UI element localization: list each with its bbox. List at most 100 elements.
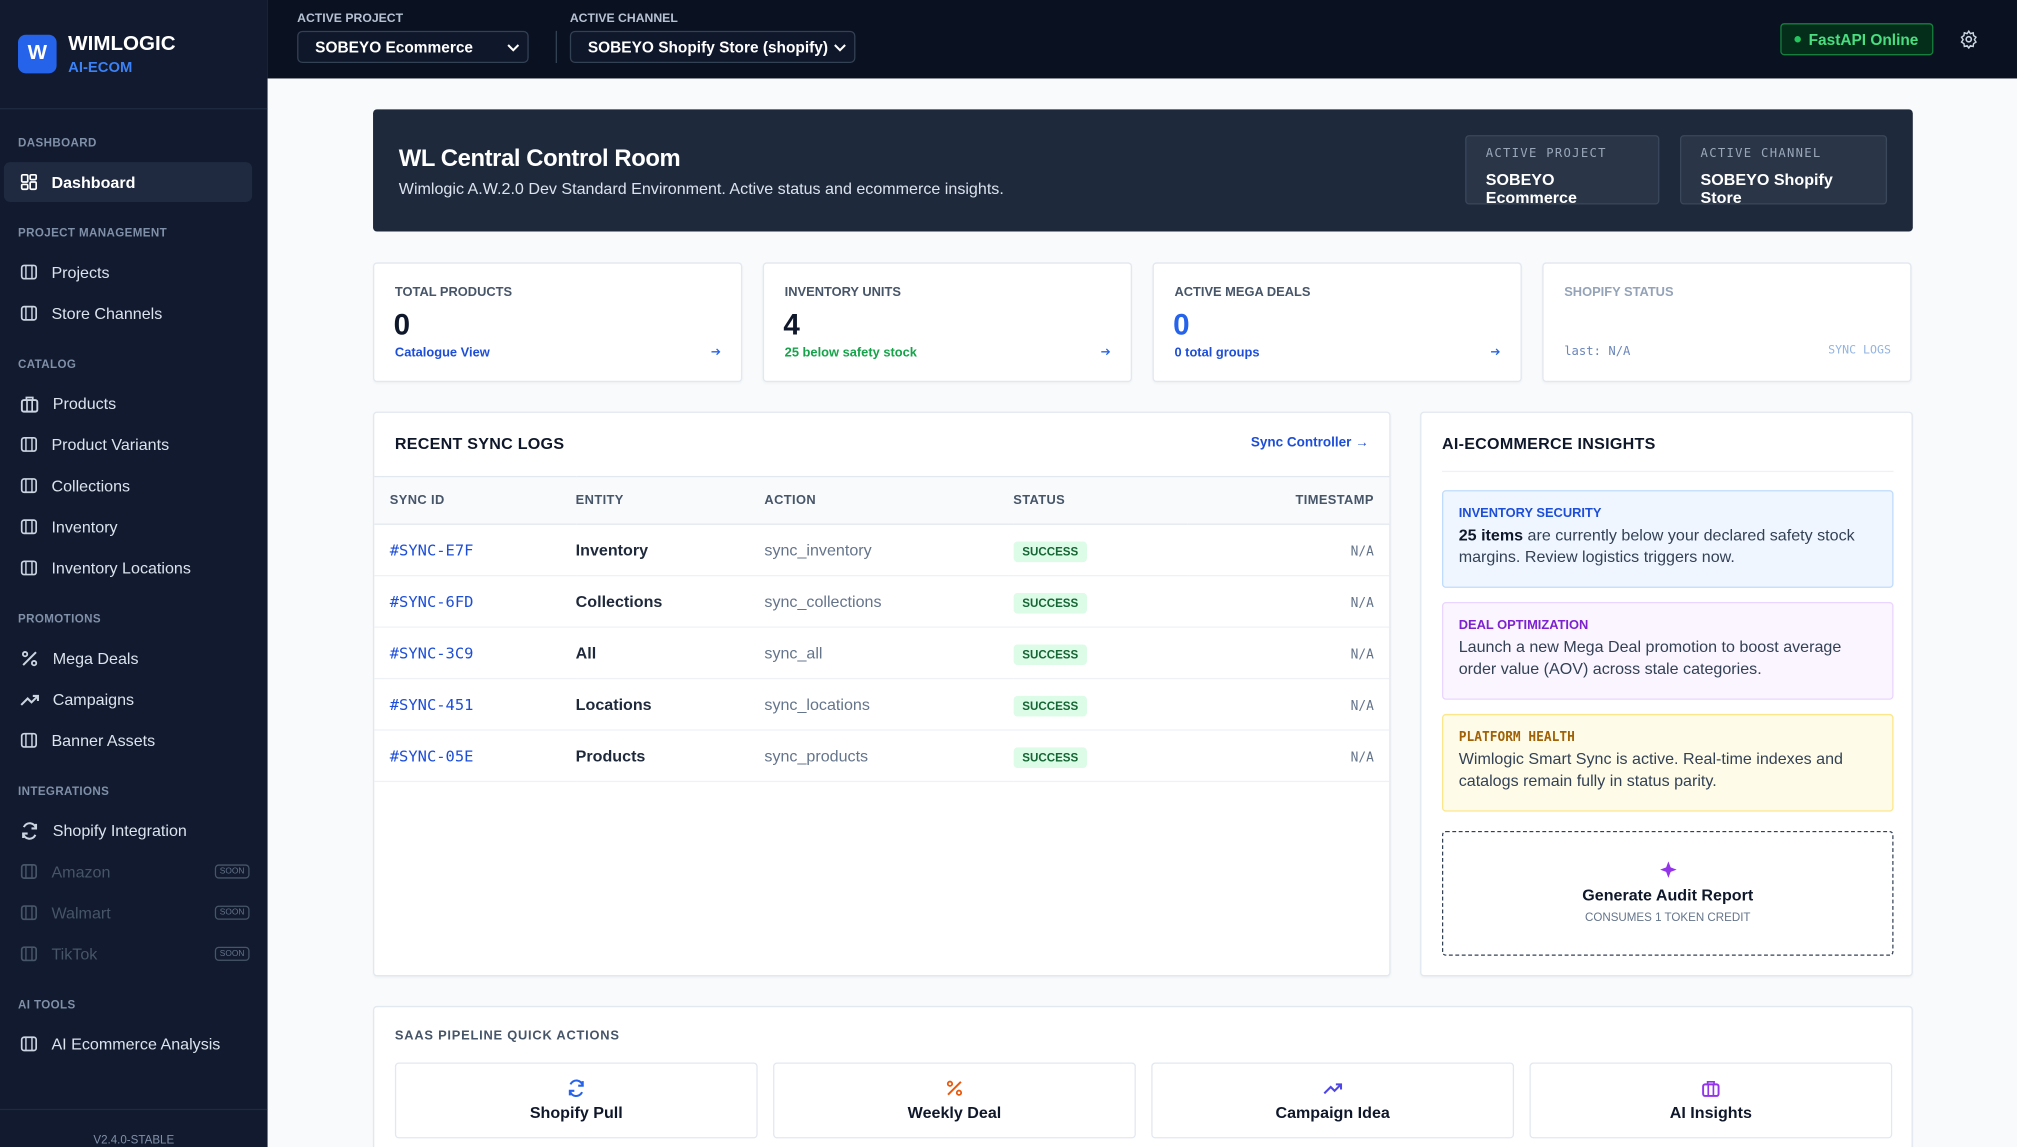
sync-id[interactable]: #SYNC-451 bbox=[389, 695, 474, 714]
nav-item[interactable]: Inventory bbox=[4, 507, 252, 547]
stat-card[interactable]: SHOPIFY STATUS last: N/A SYNC LOGS bbox=[1542, 262, 1912, 383]
table-cell: sync_all bbox=[764, 627, 1014, 680]
table-cell: N/A bbox=[1187, 524, 1390, 577]
table-cell: Inventory bbox=[575, 524, 765, 577]
nav-item[interactable]: TikTok SOON bbox=[4, 934, 252, 974]
nav-label: Inventory Locations bbox=[51, 558, 191, 577]
column-header: STATUS bbox=[1013, 475, 1188, 525]
nav-label: Collections bbox=[51, 476, 131, 495]
stat-value: 4 bbox=[783, 307, 800, 341]
hero-badge: ACTIVE PROJECT SOBEYO Ecommerce bbox=[1465, 135, 1660, 207]
nav-item[interactable]: Banner Assets bbox=[4, 720, 252, 760]
audit-button[interactable]: Generate Audit Report CONSUMES 1 TOKEN C… bbox=[1441, 830, 1894, 956]
icon bbox=[20, 905, 38, 921]
icon bbox=[20, 694, 39, 706]
entity: Products bbox=[575, 746, 646, 765]
nav-item[interactable]: Collections bbox=[4, 466, 252, 506]
stat-label: INVENTORY UNITS bbox=[784, 285, 901, 300]
nav-section-title: DASHBOARD bbox=[18, 136, 97, 150]
icon bbox=[711, 348, 721, 356]
nav-label: Products bbox=[52, 394, 117, 413]
column-header: ACTION bbox=[764, 475, 1014, 525]
stat-card[interactable]: ACTIVE MEGA DEALS 0 0 total groups bbox=[1152, 262, 1522, 383]
status: SUCCESS bbox=[1013, 746, 1088, 768]
icon bbox=[946, 1080, 963, 1096]
sync-table: SYNC ID ENTITY ACTION STATUS TIMESTAMP #SYNC-… bbox=[374, 475, 1390, 783]
icon bbox=[20, 1036, 38, 1052]
hero-badge: ACTIVE CHANNEL SOBEYO Shopify Store bbox=[1679, 135, 1888, 208]
nav-item[interactable]: Shopify Integration bbox=[4, 810, 252, 850]
stat-card[interactable]: INVENTORY UNITS 4 25 below safety stock bbox=[762, 262, 1132, 383]
icon bbox=[1101, 348, 1111, 356]
nav-item[interactable]: Store Channels bbox=[4, 293, 252, 333]
column-header: TIMESTAMP bbox=[1187, 475, 1390, 525]
settings-icon[interactable] bbox=[1959, 29, 1978, 49]
nav-item[interactable]: Campaigns bbox=[4, 679, 252, 719]
status: SUCCESS bbox=[1013, 695, 1088, 716]
quick-action[interactable]: AI Insights bbox=[1529, 1062, 1893, 1139]
quick-action[interactable]: Weekly Deal bbox=[773, 1062, 1136, 1139]
icon bbox=[21, 650, 38, 666]
table-cell: sync_inventory bbox=[764, 524, 1014, 577]
table-cell: #SYNC-6FD bbox=[374, 575, 576, 628]
table-cell: #SYNC-E7F bbox=[374, 524, 576, 577]
nav-item[interactable]: Projects bbox=[4, 252, 252, 292]
action: sync_inventory bbox=[764, 540, 872, 559]
timestamp: N/A bbox=[1350, 544, 1374, 559]
insight-card: PLATFORM HEALTH Wimlogic Smart Sync is ac… bbox=[1441, 713, 1894, 812]
sync-controller-link[interactable]: Sync Controller → bbox=[1250, 434, 1369, 451]
nav-label: TikTok bbox=[51, 944, 98, 963]
nav-item[interactable]: Mega Deals bbox=[4, 638, 252, 678]
nav-item[interactable]: Inventory Locations bbox=[4, 548, 252, 588]
nav-section-title: PROMOTIONS bbox=[18, 612, 101, 626]
stat-link[interactable]: SYNC LOGS bbox=[1828, 344, 1891, 358]
nav-item[interactable]: Walmart SOON bbox=[4, 893, 252, 933]
stat-value: 0 bbox=[1173, 307, 1190, 341]
icon bbox=[20, 173, 38, 191]
insight-title: INVENTORY SECURITY bbox=[1458, 506, 1602, 521]
icon bbox=[20, 732, 38, 748]
nav-label: Amazon bbox=[51, 862, 111, 881]
quick-action[interactable]: Campaign Idea bbox=[1151, 1062, 1515, 1139]
brand: WIMLOGIC bbox=[68, 32, 176, 55]
nav-badge: SOON bbox=[214, 864, 250, 879]
sync-id[interactable]: #SYNC-3C9 bbox=[389, 643, 474, 662]
icon bbox=[20, 264, 38, 280]
table-row: #SYNC-6FD Collections sync_collections SUCC… bbox=[374, 575, 1390, 628]
table-cell: SUCCESS bbox=[1013, 575, 1188, 628]
stat-note: last: N/A bbox=[1564, 344, 1631, 359]
nav-item[interactable]: Amazon SOON bbox=[4, 852, 252, 892]
sync-id[interactable]: #SYNC-05E bbox=[389, 746, 474, 765]
entity: Locations bbox=[575, 695, 652, 714]
icon bbox=[1323, 1083, 1343, 1095]
nav-item[interactable]: Products bbox=[4, 383, 252, 423]
icon bbox=[20, 864, 38, 879]
nav-item[interactable]: Dashboard bbox=[3, 162, 253, 202]
icon bbox=[20, 396, 39, 412]
project-select[interactable]: SOBEYO Ecommerce bbox=[297, 30, 529, 64]
sync-id[interactable]: #SYNC-6FD bbox=[389, 592, 474, 611]
nav-label: Store Channels bbox=[51, 304, 163, 323]
icon bbox=[20, 436, 38, 452]
nav-item[interactable]: AI Ecommerce Analysis bbox=[4, 1024, 252, 1064]
insight-body: are currently below your declared safety… bbox=[1458, 526, 1855, 566]
badge-value: SOBEYO Shopify Store bbox=[1700, 171, 1833, 208]
nav-label: Walmart bbox=[51, 903, 111, 922]
channel-select[interactable]: SOBEYO Shopify Store (shopify) bbox=[569, 30, 856, 64]
status: SUCCESS bbox=[1013, 592, 1088, 613]
timestamp: N/A bbox=[1350, 647, 1374, 662]
insight-text: 25 items are currently below your declar… bbox=[1459, 525, 1877, 567]
nav: DASHBOARD Dashboard PROJECT MANAGEMENT Proj… bbox=[0, 109, 268, 1063]
table-cell: SUCCESS bbox=[1013, 730, 1188, 783]
stat-card[interactable]: TOTAL PRODUCTS 0 Catalogue View bbox=[373, 262, 743, 383]
sync-id[interactable]: #SYNC-E7F bbox=[389, 540, 474, 559]
action: sync_all bbox=[764, 643, 823, 662]
column-header: SYNC ID bbox=[374, 475, 576, 525]
sync-logs: RECENT SYNC LOGS Sync Controller → SYNC … bbox=[373, 411, 1391, 977]
table-cell: N/A bbox=[1187, 678, 1390, 731]
nav-label: Shopify Integration bbox=[52, 821, 187, 840]
stat-label: SHOPIFY STATUS bbox=[1564, 285, 1674, 300]
nav-item[interactable]: Product Variants bbox=[4, 424, 252, 464]
quick-action[interactable]: Shopify Pull bbox=[394, 1062, 758, 1139]
